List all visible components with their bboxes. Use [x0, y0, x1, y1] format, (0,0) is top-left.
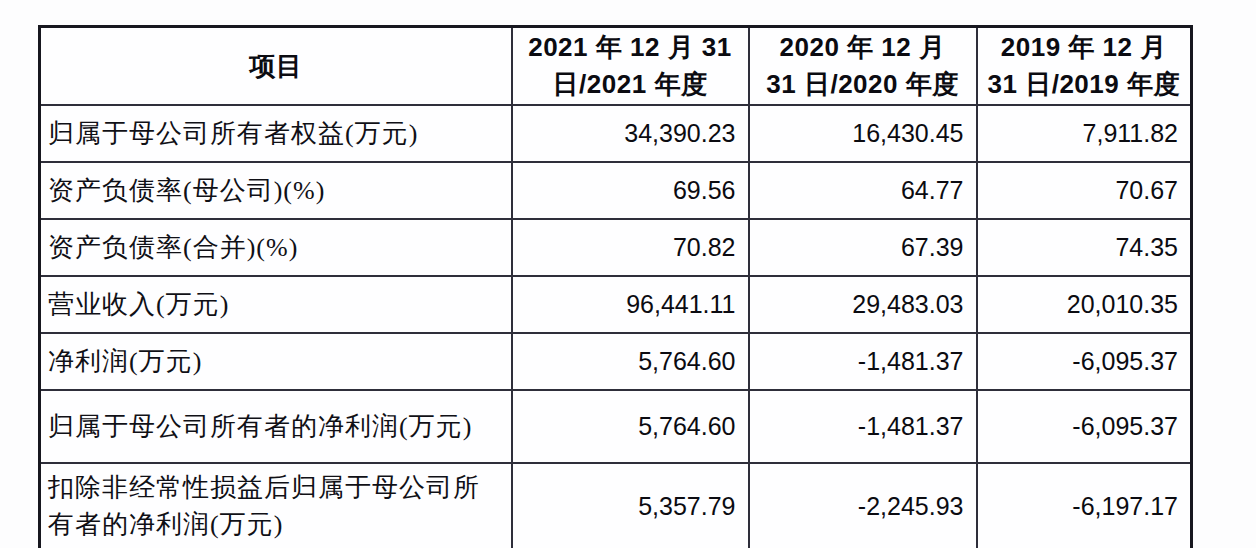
value-2020: 64.77: [749, 162, 977, 219]
header-2019-line1: 2019 年 12 月: [980, 29, 1189, 66]
header-2021-line2: 日/2021 年度: [515, 66, 746, 103]
value-2021: 96,441.11: [512, 276, 749, 333]
header-2020-line2: 31 日/2020 年度: [752, 66, 974, 103]
header-2021-column: 2021 年 12 月 31 日/2021 年度: [512, 27, 749, 106]
value-2019: -6,095.37: [977, 390, 1192, 463]
value-2020: -1,481.37: [749, 333, 977, 390]
value-2019: -6,095.37: [977, 333, 1192, 390]
row-label: 资产负债率(合并)(%): [40, 219, 512, 276]
table-row-net-profit-parent: 归属于母公司所有者的净利润(万元) 5,764.60 -1,481.37 -6,…: [40, 390, 1192, 463]
table-row-debt-ratio-parent: 资产负债率(母公司)(%) 69.56 64.77 70.67: [40, 162, 1192, 219]
header-2020-line1: 2020 年 12 月: [752, 29, 974, 66]
value-2019: 7,911.82: [977, 105, 1192, 162]
header-2020-column: 2020 年 12 月 31 日/2020 年度: [749, 27, 977, 106]
value-2019: 74.35: [977, 219, 1192, 276]
row-label: 营业收入(万元): [40, 276, 512, 333]
table-row-equity: 归属于母公司所有者权益(万元) 34,390.23 16,430.45 7,91…: [40, 105, 1192, 162]
value-2019: -6,197.17: [977, 463, 1192, 548]
header-2021-line1: 2021 年 12 月 31: [515, 29, 746, 66]
table-row-net-profit: 净利润(万元) 5,764.60 -1,481.37 -6,095.37: [40, 333, 1192, 390]
row-label: 扣除非经常性损益后归属于母公司所有者的净利润(万元): [40, 463, 512, 548]
value-2020: -1,481.37: [749, 390, 977, 463]
financial-summary-table: 项目 2021 年 12 月 31 日/2021 年度 2020 年 12 月 …: [38, 25, 1193, 548]
value-2019: 70.67: [977, 162, 1192, 219]
row-label: 资产负债率(母公司)(%): [40, 162, 512, 219]
row-label: 归属于母公司所有者的净利润(万元): [40, 390, 512, 463]
value-2020: 29,483.03: [749, 276, 977, 333]
header-item-label: 项目: [249, 51, 302, 81]
table-row-revenue: 营业收入(万元) 96,441.11 29,483.03 20,010.35: [40, 276, 1192, 333]
value-2021: 5,357.79: [512, 463, 749, 548]
header-2019-line2: 31 日/2019 年度: [980, 66, 1189, 103]
value-2020: 16,430.45: [749, 105, 977, 162]
table-row-debt-ratio-consolidated: 资产负债率(合并)(%) 70.82 67.39 74.35: [40, 219, 1192, 276]
value-2021: 5,764.60: [512, 390, 749, 463]
row-label: 归属于母公司所有者权益(万元): [40, 105, 512, 162]
header-2019-column: 2019 年 12 月 31 日/2019 年度: [977, 27, 1192, 106]
value-2021: 34,390.23: [512, 105, 749, 162]
row-label: 净利润(万元): [40, 333, 512, 390]
value-2021: 69.56: [512, 162, 749, 219]
value-2020: -2,245.93: [749, 463, 977, 548]
page: 项目 2021 年 12 月 31 日/2021 年度 2020 年 12 月 …: [0, 0, 1256, 548]
value-2021: 70.82: [512, 219, 749, 276]
table-row-net-profit-excl-nonrecurring: 扣除非经常性损益后归属于母公司所有者的净利润(万元) 5,357.79 -2,2…: [40, 463, 1192, 548]
value-2021: 5,764.60: [512, 333, 749, 390]
table-header-row: 项目 2021 年 12 月 31 日/2021 年度 2020 年 12 月 …: [40, 27, 1192, 106]
value-2020: 67.39: [749, 219, 977, 276]
value-2019: 20,010.35: [977, 276, 1192, 333]
header-item-column: 项目: [40, 27, 512, 106]
